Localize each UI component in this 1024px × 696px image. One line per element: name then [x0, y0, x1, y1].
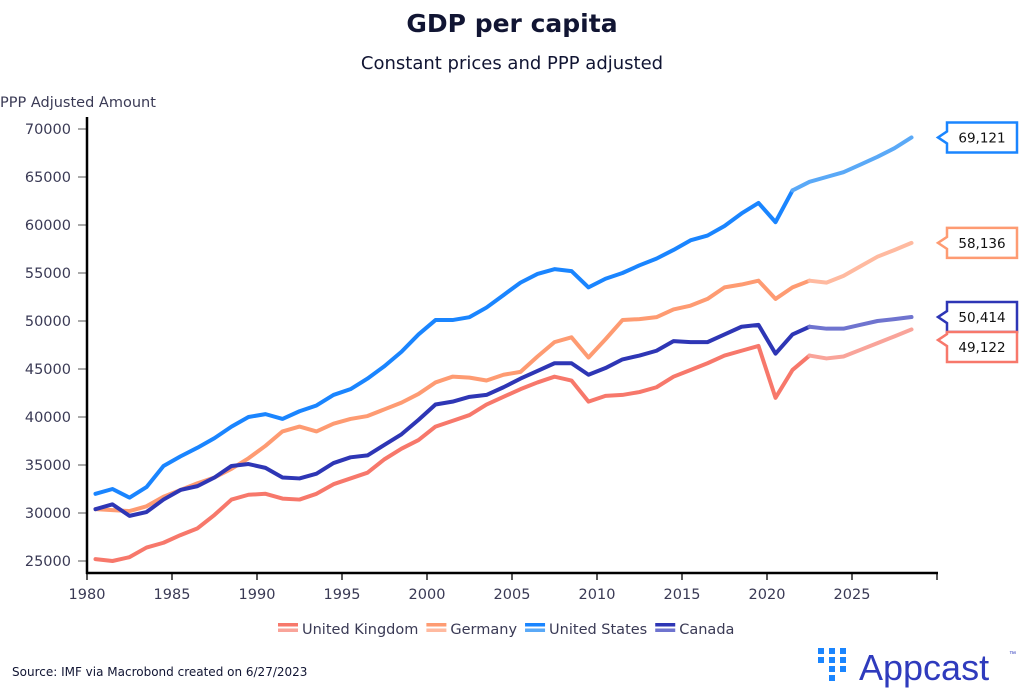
- legend-item-united-states: United States: [525, 622, 647, 638]
- legend-swatch-forecast: [278, 628, 298, 632]
- end-label-value: 50,414: [958, 310, 1005, 326]
- y-tick-label: 60000: [25, 218, 71, 234]
- legend-item-united-kingdom: United Kingdom: [278, 622, 418, 638]
- end-label-box: [935, 330, 1019, 364]
- y-axis: 25000 30000 35000 40000 45000 50000 55000 60000…: [25, 122, 86, 570]
- legend-swatch-forecast: [426, 628, 447, 632]
- legend-item-canada: Canada: [655, 622, 734, 638]
- logo-square: [840, 666, 846, 672]
- appcast-logo: Appcast ™: [818, 647, 1016, 688]
- y-tick-label: 50000: [25, 314, 71, 330]
- y-tick-label: 45000: [25, 362, 71, 378]
- x-tick-label: 2020: [749, 587, 786, 603]
- legend-label: United Kingdom: [302, 622, 418, 638]
- chart-title: GDP per capita: [406, 9, 617, 38]
- end-label-box: [935, 226, 1019, 260]
- series-forecast-line-germany: [807, 240, 914, 285]
- series-line-canada: [93, 322, 812, 518]
- legend-swatch-actual: [426, 623, 447, 627]
- y-tick-label: 65000: [25, 170, 71, 186]
- y-tick-label: 35000: [25, 458, 71, 474]
- y-tick-label: 70000: [25, 122, 71, 138]
- legend-swatch-forecast: [655, 628, 676, 632]
- y-axis-label: PPP Adjusted Amount: [0, 95, 156, 111]
- x-tick-label: 2005: [494, 587, 531, 603]
- legend-label: Canada: [679, 622, 734, 638]
- legend-item-germany: Germany: [426, 622, 517, 638]
- end-label-value: 49,122: [958, 340, 1005, 356]
- y-tick-label: 30000: [25, 506, 71, 522]
- logo-square: [829, 657, 835, 663]
- end-label-united-states: 69,121: [935, 121, 1019, 154]
- logo-square: [840, 657, 846, 663]
- y-tick-label: 25000: [25, 554, 71, 570]
- series-forecast-line-united-states: [790, 135, 914, 193]
- x-tick-label: 2015: [664, 587, 701, 603]
- x-tick-label: 2000: [409, 587, 446, 603]
- legend-label: Germany: [450, 622, 517, 638]
- series-line-germany: [93, 278, 812, 514]
- end-label-united-kingdom: 49,122: [935, 330, 1019, 364]
- y-tick-label: 55000: [25, 266, 71, 282]
- logo-square: [818, 648, 824, 654]
- y-tick-label: 40000: [25, 410, 71, 426]
- legend-swatch-actual: [278, 623, 298, 627]
- end-label-value: 69,121: [958, 130, 1005, 146]
- legend-swatch-actual: [525, 623, 546, 627]
- series-line-united-kingdom: [93, 343, 812, 563]
- legend-swatch-actual: [655, 623, 676, 627]
- appcast-logo-icon: [818, 648, 846, 681]
- legend-swatch-forecast: [525, 628, 546, 632]
- x-axis: 1980 1985 1990 1995 2000 2005 2010 2015 2020 2025: [69, 573, 938, 603]
- appcast-logo-tm: ™: [1009, 651, 1016, 658]
- x-tick-label: 1980: [69, 587, 106, 603]
- end-label-box: [935, 300, 1019, 334]
- logo-square: [829, 648, 835, 654]
- logo-square: [840, 648, 846, 654]
- logo-square: [818, 657, 824, 663]
- x-tick-label: 1985: [154, 587, 191, 603]
- x-tick-label: 2025: [834, 587, 871, 603]
- chart-subtitle: Constant prices and PPP adjusted: [361, 53, 663, 74]
- series-lines: [93, 135, 914, 563]
- logo-square: [829, 666, 835, 672]
- end-labels: 69,121 58,136 50,414 49,122: [935, 121, 1019, 364]
- end-label-box: [935, 121, 1019, 154]
- end-label-canada: 50,414: [935, 300, 1019, 334]
- logo-square: [829, 675, 835, 681]
- x-tick-label: 2010: [579, 587, 616, 603]
- legend-label: United States: [549, 622, 647, 638]
- x-tick-label: 1990: [239, 587, 276, 603]
- end-label-value: 58,136: [958, 236, 1005, 252]
- end-label-germany: 58,136: [935, 226, 1019, 260]
- source-note: Source: IMF via Macrobond created on 6/2…: [12, 665, 307, 679]
- legend: United Kingdom Germany United States Canada: [278, 622, 734, 638]
- series-forecast-line-united-kingdom: [807, 327, 914, 361]
- appcast-logo-text: Appcast: [859, 647, 989, 688]
- series-line-united-states: [93, 188, 795, 500]
- series-forecast-line-canada: [807, 315, 914, 331]
- x-tick-label: 1995: [324, 587, 361, 603]
